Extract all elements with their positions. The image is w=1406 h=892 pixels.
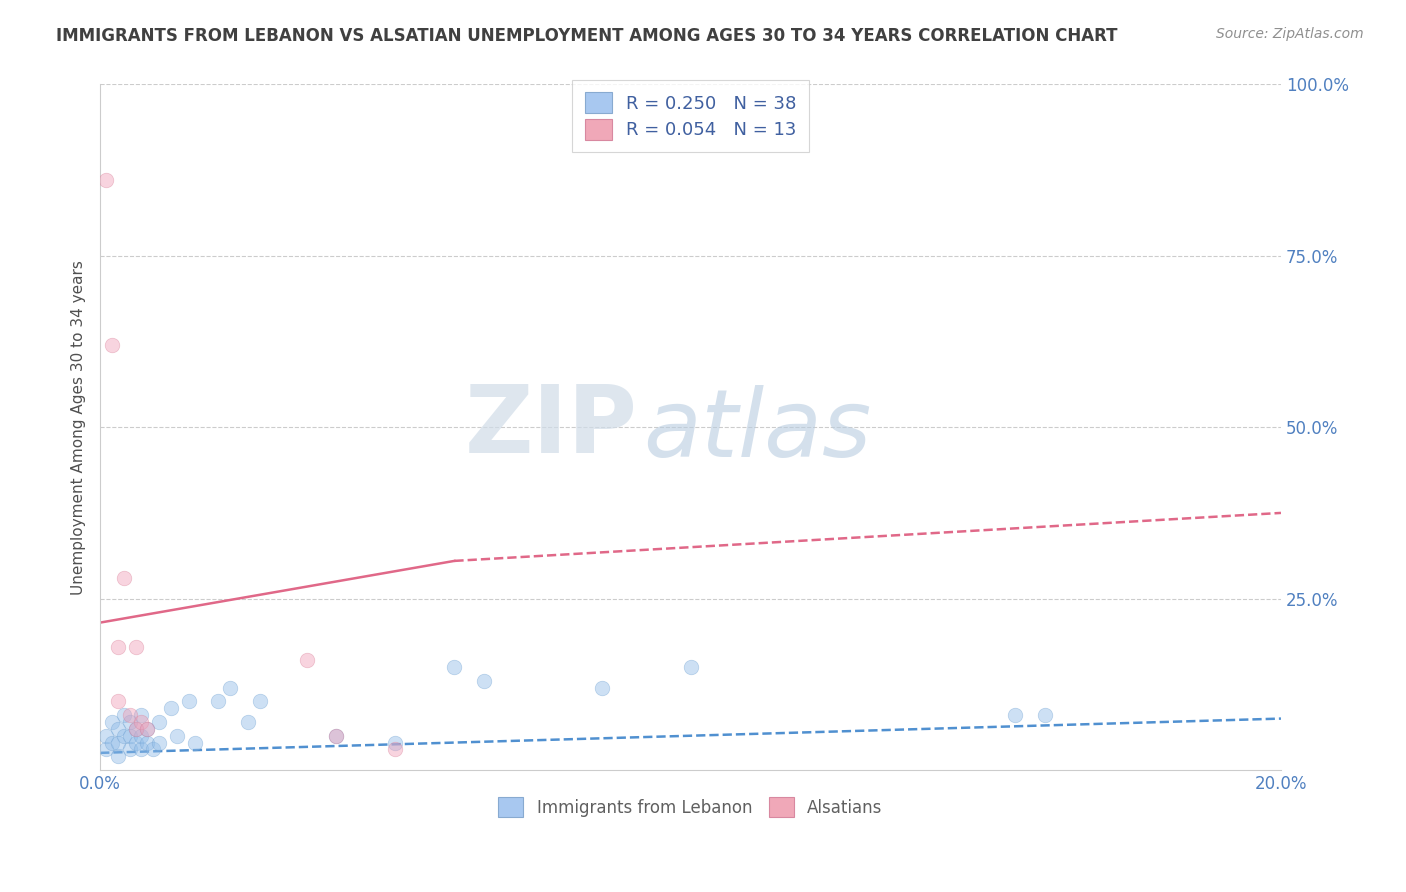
Point — [107, 749, 129, 764]
Point — [166, 729, 188, 743]
Point — [325, 729, 347, 743]
Point — [177, 694, 200, 708]
Point — [112, 571, 135, 585]
Point — [101, 735, 124, 749]
Point — [131, 708, 153, 723]
Point — [124, 722, 146, 736]
Point — [679, 660, 702, 674]
Point — [112, 708, 135, 723]
Point — [131, 729, 153, 743]
Point — [207, 694, 229, 708]
Point — [384, 735, 406, 749]
Point — [136, 735, 159, 749]
Point — [118, 742, 141, 756]
Point — [107, 735, 129, 749]
Point — [131, 714, 153, 729]
Point — [148, 735, 170, 749]
Point — [384, 742, 406, 756]
Point — [107, 694, 129, 708]
Point — [101, 338, 124, 352]
Legend: Immigrants from Lebanon, Alsatians: Immigrants from Lebanon, Alsatians — [492, 791, 890, 823]
Point — [295, 653, 318, 667]
Point — [1004, 708, 1026, 723]
Y-axis label: Unemployment Among Ages 30 to 34 years: Unemployment Among Ages 30 to 34 years — [72, 260, 86, 595]
Point — [160, 701, 183, 715]
Point — [112, 729, 135, 743]
Text: atlas: atlas — [644, 385, 872, 476]
Point — [124, 722, 146, 736]
Point — [443, 660, 465, 674]
Point — [249, 694, 271, 708]
Point — [118, 729, 141, 743]
Point — [107, 722, 129, 736]
Point — [107, 640, 129, 654]
Point — [142, 742, 165, 756]
Point — [183, 735, 205, 749]
Point — [118, 708, 141, 723]
Point — [236, 714, 259, 729]
Point — [219, 681, 242, 695]
Point — [136, 722, 159, 736]
Point — [101, 714, 124, 729]
Point — [591, 681, 613, 695]
Point — [118, 714, 141, 729]
Point — [131, 742, 153, 756]
Point — [94, 742, 117, 756]
Point — [94, 729, 117, 743]
Point — [148, 714, 170, 729]
Point — [94, 173, 117, 187]
Text: ZIP: ZIP — [464, 381, 637, 474]
Point — [124, 640, 146, 654]
Point — [136, 722, 159, 736]
Point — [325, 729, 347, 743]
Point — [472, 673, 495, 688]
Text: Source: ZipAtlas.com: Source: ZipAtlas.com — [1216, 27, 1364, 41]
Point — [124, 735, 146, 749]
Point — [1033, 708, 1056, 723]
Text: IMMIGRANTS FROM LEBANON VS ALSATIAN UNEMPLOYMENT AMONG AGES 30 TO 34 YEARS CORRE: IMMIGRANTS FROM LEBANON VS ALSATIAN UNEM… — [56, 27, 1118, 45]
